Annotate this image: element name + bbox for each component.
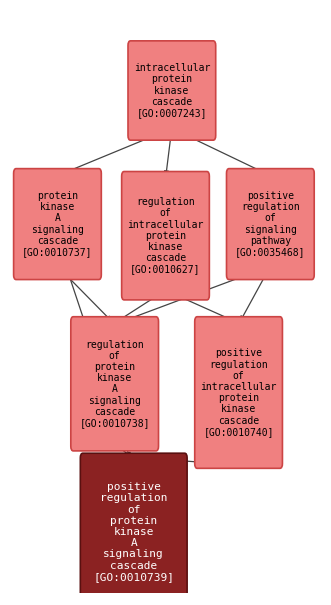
FancyBboxPatch shape [122, 172, 209, 300]
Text: positive
regulation
of
signaling
pathway
[GO:0035468]: positive regulation of signaling pathway… [235, 191, 306, 257]
FancyBboxPatch shape [195, 317, 282, 468]
FancyBboxPatch shape [226, 169, 314, 280]
Text: intracellular
protein
kinase
cascade
[GO:0007243]: intracellular protein kinase cascade [GO… [134, 63, 210, 118]
FancyBboxPatch shape [128, 41, 216, 140]
FancyBboxPatch shape [14, 169, 101, 280]
Text: positive
regulation
of
intracellular
protein
kinase
cascade
[GO:0010740]: positive regulation of intracellular pro… [200, 348, 277, 437]
Text: regulation
of
intracellular
protein
kinase
cascade
[GO:0010627]: regulation of intracellular protein kina… [127, 197, 204, 274]
Text: positive
regulation
of
protein
kinase
A
signaling
cascade
[GO:0010739]: positive regulation of protein kinase A … [93, 482, 174, 582]
Text: protein
kinase
A
signaling
cascade
[GO:0010737]: protein kinase A signaling cascade [GO:0… [22, 191, 93, 257]
FancyBboxPatch shape [71, 317, 159, 451]
FancyBboxPatch shape [80, 453, 187, 605]
Text: regulation
of
protein
kinase
A
signaling
cascade
[GO:0010738]: regulation of protein kinase A signaling… [79, 339, 150, 428]
